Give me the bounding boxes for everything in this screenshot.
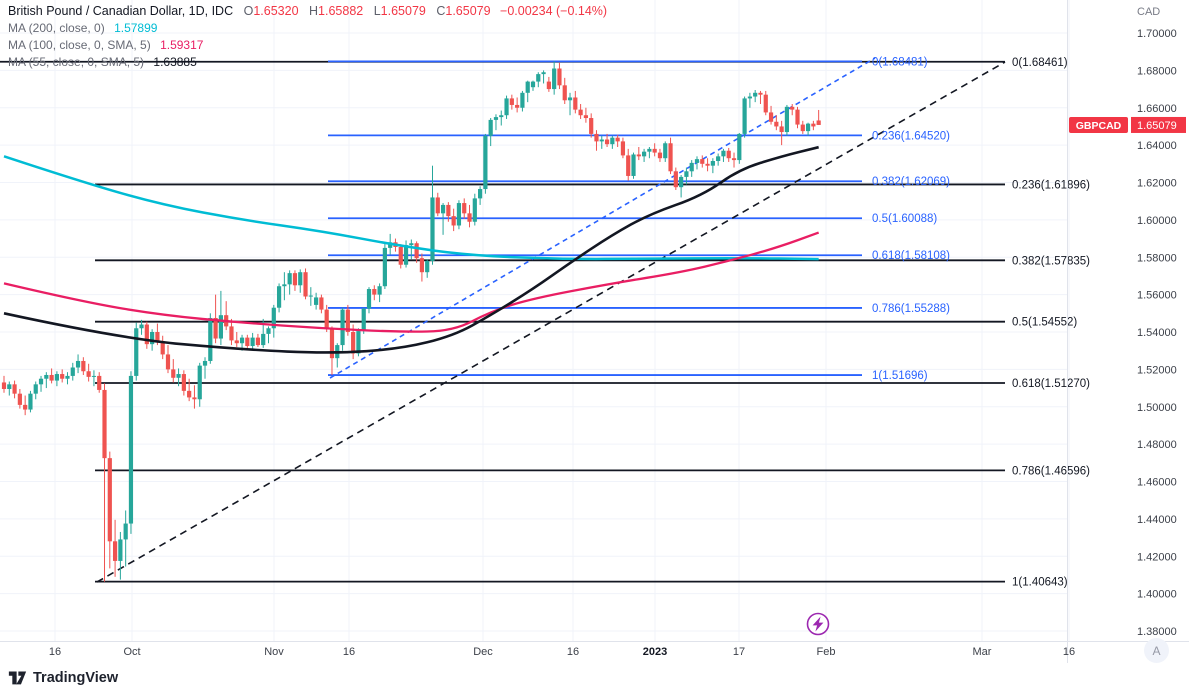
svg-text:1.46000: 1.46000 [1137,477,1177,489]
open-label: O [243,4,254,18]
svg-text:17: 17 [733,646,745,658]
symbol-legend-row[interactable]: British Pound / Canadian Dollar, 1D, IDC… [8,3,607,20]
ma-100-legend-row[interactable]: MA (100, close, 0, SMA, 5) 1.59317 [8,37,607,54]
svg-text:1.52000: 1.52000 [1137,364,1177,376]
time-axis[interactable]: 16 Oct Nov 16 Dec 16 2023 17 Feb Mar 16 [0,641,1189,659]
high-label: H [309,4,319,18]
svg-text:16: 16 [343,646,355,658]
event-marker-lightning[interactable] [806,612,830,636]
high-value: 1.65882 [318,4,364,18]
svg-text:0.618(1.58108): 0.618(1.58108) [872,250,950,262]
svg-text:1.48000: 1.48000 [1137,439,1177,451]
ma-line-ma-100 [3,231,820,333]
fib-retracements [0,60,1005,583]
ma-100-value: 1.59317 [160,38,204,52]
svg-text:0(1.68481): 0(1.68481) [872,56,928,68]
svg-text:1.66000: 1.66000 [1137,103,1177,115]
svg-text:1.40000: 1.40000 [1137,589,1177,601]
svg-text:0.236(1.61896): 0.236(1.61896) [1012,179,1090,191]
svg-text:1.42000: 1.42000 [1137,551,1177,563]
svg-text:16: 16 [567,646,579,658]
tradingview-logo-icon [8,671,27,685]
svg-text:Oct: Oct [123,646,140,658]
price-axis[interactable]: CAD 1.70000 1.68000 1.66000 1.64000 1.62000 1.… [1067,0,1177,663]
svg-text:0.382(1.57835): 0.382(1.57835) [1012,255,1090,267]
trendline-dashed-black [96,61,1006,583]
svg-text:1.70000: 1.70000 [1137,28,1177,40]
tradingview-watermark[interactable]: TradingView [8,668,118,687]
svg-text:0.786(1.55288): 0.786(1.55288) [872,303,950,315]
symbol-title: British Pound / Canadian Dollar, 1D, IDC [8,4,234,18]
fib-labels: 0(1.68461) 0.236(1.61896) 0.382(1.57835) 0.… [872,56,1090,588]
svg-text:0.236(1.64520): 0.236(1.64520) [872,130,950,142]
trendline-dashed-blue [329,57,876,379]
close-value: 1.65079 [445,4,491,18]
svg-text:Dec: Dec [473,646,493,658]
ma-200-legend-row[interactable]: MA (200, close, 0) 1.57899 [8,20,607,37]
ma-55-value: 1.63885 [153,55,197,69]
low-value: 1.65079 [380,4,426,18]
svg-text:Feb: Feb [817,646,836,658]
tradingview-watermark-text: TradingView [33,669,119,686]
svg-text:16: 16 [1063,646,1075,658]
ma-200-label: MA (200, close, 0) [8,21,105,35]
change-value: −0.00234 (−0.14%) [500,4,608,18]
close-label: C [436,4,446,18]
svg-text:0.5(1.60088): 0.5(1.60088) [872,213,937,225]
auto-scale-button[interactable]: A [1144,638,1169,663]
svg-text:1.56000: 1.56000 [1137,290,1177,302]
svg-text:1(1.40643): 1(1.40643) [1012,577,1068,589]
ma-line-ma-55 [3,145,819,354]
ma-200-value: 1.57899 [114,21,158,35]
svg-text:GBPCAD: GBPCAD [1076,120,1122,132]
ma-100-label: MA (100, close, 0, SMA, 5) [8,38,151,52]
svg-text:1.38000: 1.38000 [1137,626,1177,638]
svg-text:0.786(1.46596): 0.786(1.46596) [1012,465,1090,477]
svg-text:1(1.51696): 1(1.51696) [872,370,928,382]
ma-55-legend-row[interactable]: MA (55, close, 0, SMA, 5) 1.63885 [8,54,607,71]
moving-average-lines [3,145,820,354]
svg-text:0.382(1.62069): 0.382(1.62069) [872,176,950,188]
svg-text:1.50000: 1.50000 [1137,402,1177,414]
symbol-price-badge: GBPCAD 1.65079 [1069,116,1186,133]
grid-lines [0,0,1070,641]
svg-text:2023: 2023 [643,646,667,658]
chart-legend: British Pound / Canadian Dollar, 1D, IDC… [8,3,607,71]
svg-text:1.64000: 1.64000 [1137,140,1177,152]
svg-text:1.65079: 1.65079 [1137,120,1177,132]
svg-text:16: 16 [49,646,61,658]
candlestick-series [1,61,821,582]
svg-text:1.58000: 1.58000 [1137,252,1177,264]
svg-text:1.60000: 1.60000 [1137,215,1177,227]
svg-text:1.44000: 1.44000 [1137,514,1177,526]
svg-text:Nov: Nov [264,646,284,658]
svg-text:0(1.68461): 0(1.68461) [1012,57,1068,69]
svg-text:0.618(1.51270): 0.618(1.51270) [1012,378,1090,390]
svg-text:1.62000: 1.62000 [1137,178,1177,190]
open-value: 1.65320 [253,4,299,18]
trendlines [96,57,1006,583]
svg-text:1.54000: 1.54000 [1137,327,1177,339]
svg-text:0.5(1.54552): 0.5(1.54552) [1012,317,1077,329]
low-label: L [373,4,381,18]
svg-text:CAD: CAD [1137,6,1160,18]
svg-text:1.68000: 1.68000 [1137,65,1177,77]
svg-text:Mar: Mar [973,646,992,658]
ma-55-label: MA (55, close, 0, SMA, 5) [8,55,145,69]
ma-line-ma-200 [3,155,819,261]
fib-black [0,60,1005,583]
fib-blue [328,60,862,376]
